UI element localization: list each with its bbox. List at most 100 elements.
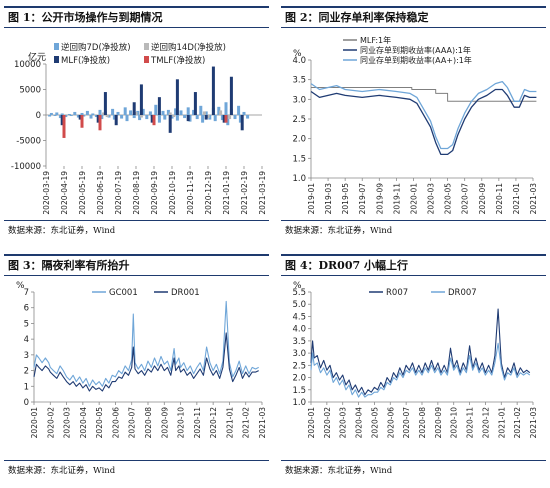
series-line bbox=[310, 88, 537, 156]
bar-mark bbox=[58, 115, 62, 119]
x-tick-label: 2020-04-19 bbox=[60, 171, 69, 215]
bar-mark bbox=[141, 108, 145, 115]
bar-mark bbox=[163, 115, 167, 120]
bar-mark bbox=[91, 113, 95, 115]
y-tick-label: 3.5 bbox=[292, 337, 306, 347]
y-tick-label: 3.5 bbox=[292, 76, 306, 86]
bar-mark bbox=[242, 111, 246, 115]
bar-mark bbox=[193, 92, 197, 115]
bar-mark bbox=[55, 112, 59, 115]
source-note: 数据来源：东北证券，Wind bbox=[8, 226, 116, 236]
bar-mark bbox=[132, 115, 136, 119]
bar-mark bbox=[94, 115, 98, 118]
x-tick-label: 2020-11-19 bbox=[186, 171, 195, 215]
x-tick-label: 2020-09 bbox=[160, 407, 169, 439]
bar-mark bbox=[204, 115, 208, 120]
x-tick-label: 2020-08 bbox=[144, 407, 153, 439]
x-tick-label: 2020-11 bbox=[495, 183, 504, 215]
x-tick-label: 2020-09 bbox=[478, 183, 487, 215]
x-tick-label: 2020-06 bbox=[386, 407, 395, 439]
panel-title: 图 3：隔夜利率有所抬升 bbox=[4, 254, 269, 276]
source-note: 数据来源：东北证券，Wind bbox=[285, 466, 393, 476]
x-tick-label: 2021-03 bbox=[529, 183, 538, 215]
x-tick-label: 2021-01 bbox=[225, 407, 234, 439]
x-tick-label: 2020-08-19 bbox=[132, 171, 141, 215]
bar-mark bbox=[53, 115, 57, 117]
y-tick-label: 1 bbox=[24, 382, 29, 392]
x-tick-label: 2019-03 bbox=[324, 183, 333, 215]
legend-label: R007 bbox=[386, 288, 408, 298]
bar-mark bbox=[48, 115, 52, 117]
series-line bbox=[310, 308, 531, 396]
bar-mark bbox=[208, 115, 212, 120]
x-tick-label: 2020-02 bbox=[323, 407, 332, 439]
bar-mark bbox=[69, 115, 73, 117]
x-tick-label: 2020-12-19 bbox=[204, 171, 213, 215]
series-line bbox=[310, 80, 537, 150]
bar-mark bbox=[60, 115, 64, 126]
bar-mark bbox=[76, 115, 80, 118]
bar-mark bbox=[192, 109, 196, 115]
bar-mark bbox=[168, 115, 172, 133]
bar-mark bbox=[125, 115, 129, 122]
bar-mark bbox=[100, 115, 104, 120]
bar-mark bbox=[67, 113, 71, 115]
bar-mark bbox=[226, 115, 230, 126]
bar-mark bbox=[172, 115, 176, 118]
bar-mark bbox=[112, 115, 116, 120]
x-tick-label: 2020-03 bbox=[427, 183, 436, 215]
bar-mark bbox=[120, 115, 124, 119]
series-line bbox=[311, 87, 537, 102]
legend-label: MLF(净投放) bbox=[61, 55, 110, 66]
bar-mark bbox=[129, 110, 133, 115]
bar-mark bbox=[98, 115, 102, 131]
y-tick-label: -10000 bbox=[11, 162, 41, 172]
y-tick-label: 5.0 bbox=[292, 300, 306, 310]
y-tick-label: 1.5 bbox=[292, 154, 306, 164]
legend-label: 同业存单到期收益率(AAA):1年 bbox=[360, 45, 471, 55]
legend-swatch bbox=[54, 43, 59, 50]
bar-mark bbox=[199, 105, 203, 115]
y-tick-label: 4.0 bbox=[292, 325, 306, 335]
y-tick-label: 2 bbox=[24, 367, 29, 377]
bar-mark bbox=[132, 102, 136, 115]
legend-swatch bbox=[144, 43, 149, 50]
bar-mark bbox=[145, 115, 149, 120]
y-tick-label: 4 bbox=[24, 335, 29, 345]
y-tick-label: 2.5 bbox=[292, 115, 306, 125]
y-tick-label: 1.0 bbox=[292, 398, 306, 408]
panel-4: 图 4：DR007 小幅上行 % 1.0 1.5 2.0 2.5 3.0 3.5 4.0 4.5… bbox=[281, 254, 546, 486]
bar-mark bbox=[228, 115, 232, 120]
x-tick-label: 2020-10 bbox=[177, 407, 186, 439]
bar-mark bbox=[202, 111, 206, 115]
y-tick-label: 5000 bbox=[19, 86, 41, 96]
bar-mark bbox=[111, 108, 115, 115]
x-tick-label: 2020-11 bbox=[193, 407, 202, 439]
bar-mark bbox=[211, 66, 215, 115]
panel-title: 图 1：公开市场操作与到期情况 bbox=[4, 6, 269, 28]
x-tick-label: 2019-11 bbox=[392, 183, 401, 215]
bar-mark bbox=[157, 115, 161, 123]
x-tick-label: 2020-05 bbox=[95, 407, 104, 439]
bar-mark bbox=[240, 115, 244, 131]
y-tick-label: 5 bbox=[24, 319, 29, 329]
x-tick-label: 2021-01-19 bbox=[222, 171, 231, 215]
bar-mark bbox=[186, 115, 190, 122]
y-tick-label: 4.5 bbox=[292, 312, 306, 322]
x-tick-label: 2021-03 bbox=[258, 407, 267, 439]
series-line bbox=[33, 332, 259, 392]
panel-1: 图 1：公开市场操作与到期情况 亿元 -10000 -5000 0 5000 10000 2… bbox=[4, 6, 269, 246]
x-tick-label: 2020-12 bbox=[209, 407, 218, 439]
x-tick-label: 2020-07 bbox=[402, 407, 411, 439]
x-tick-label: 2020-05-19 bbox=[78, 171, 87, 215]
x-tick-label: 2021-02 bbox=[242, 407, 251, 439]
legend-label: DR007 bbox=[448, 288, 477, 298]
bar-mark bbox=[175, 79, 179, 115]
x-tick-label: 2020-01 bbox=[307, 407, 316, 439]
legend-swatch bbox=[54, 56, 59, 63]
x-tick-label: 2019-05 bbox=[341, 183, 350, 215]
x-tick-label: 2021-01 bbox=[512, 183, 521, 215]
y-tick-label: 2.5 bbox=[292, 361, 306, 371]
bar-mark bbox=[246, 115, 250, 119]
y-unit-label: % bbox=[293, 281, 302, 291]
